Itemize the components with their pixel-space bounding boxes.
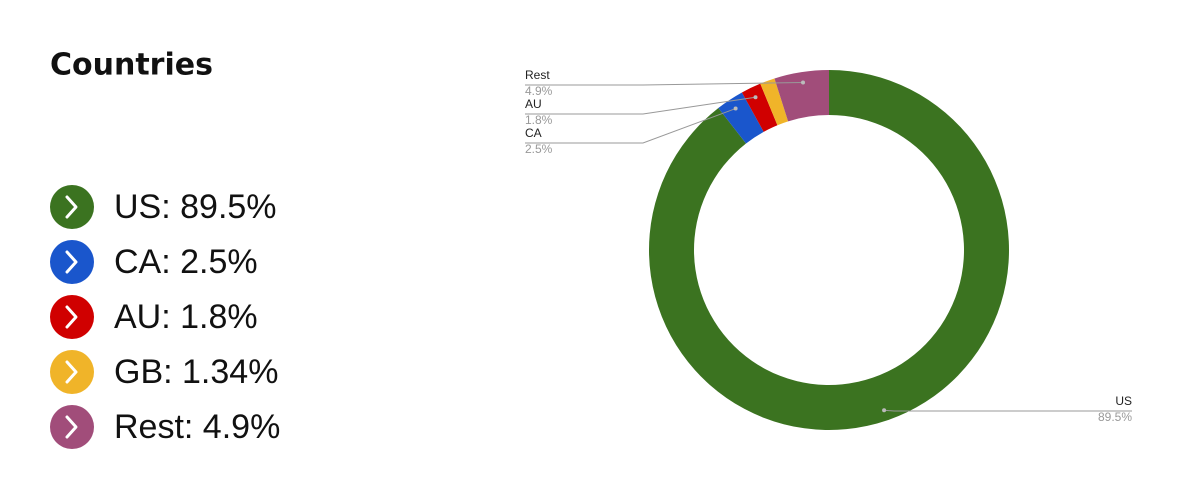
donut-slice bbox=[718, 92, 764, 144]
donut-slice bbox=[648, 70, 1009, 431]
leader-dot bbox=[801, 80, 806, 85]
legend-label: GB: 1.34% bbox=[114, 353, 278, 391]
legend-label: AU: 1.8% bbox=[114, 298, 258, 336]
legend-marker bbox=[50, 350, 94, 394]
legend-marker bbox=[50, 185, 94, 229]
chart-title: Countries bbox=[50, 48, 213, 83]
leader-dot bbox=[753, 95, 758, 100]
leader-line bbox=[525, 82, 804, 86]
leader-line bbox=[525, 108, 736, 144]
legend-label: Rest: 4.9% bbox=[114, 408, 280, 446]
callout-value: 89.5% bbox=[1098, 410, 1132, 424]
legend-marker bbox=[50, 295, 94, 339]
callout-name: AU bbox=[525, 97, 542, 111]
callout-value: 4.9% bbox=[525, 84, 553, 98]
legend-label: US: 89.5% bbox=[114, 188, 277, 226]
legend-chevron bbox=[65, 305, 78, 329]
donut-slice bbox=[760, 78, 789, 126]
callout-name: CA bbox=[525, 126, 542, 140]
legend-label: CA: 2.5% bbox=[114, 243, 258, 281]
legend-marker bbox=[50, 405, 94, 449]
legend-marker bbox=[50, 240, 94, 284]
legend-chevron bbox=[65, 195, 78, 219]
callout-name: US bbox=[1115, 394, 1132, 408]
legend-chevron bbox=[65, 250, 78, 274]
callout-value: 2.5% bbox=[525, 142, 553, 156]
legend-chevron bbox=[65, 415, 78, 439]
leader-line bbox=[525, 96, 756, 115]
donut-slice bbox=[741, 83, 778, 132]
callout-value: 1.8% bbox=[525, 113, 553, 127]
callout-name: Rest bbox=[525, 68, 550, 82]
leader-line bbox=[884, 409, 1132, 412]
leader-dot bbox=[882, 408, 887, 413]
legend-chevron bbox=[65, 360, 78, 384]
leader-dot bbox=[733, 106, 738, 111]
